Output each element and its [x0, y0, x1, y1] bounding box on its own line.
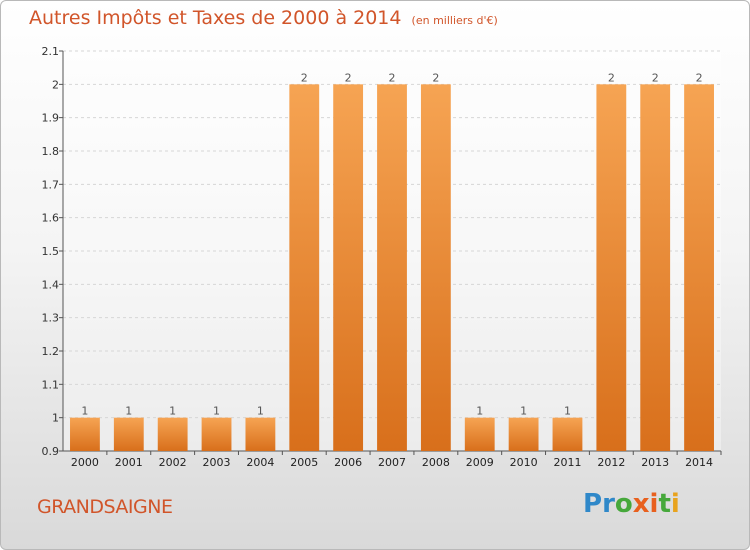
logo-letter: x — [632, 489, 650, 519]
y-tick-label: 1.1 — [42, 378, 60, 391]
y-tick-label: 1.3 — [42, 312, 60, 325]
y-tick-label: 1.8 — [42, 145, 60, 158]
bar — [684, 84, 714, 451]
x-tick-label: 2007 — [378, 456, 406, 469]
x-tick-label: 2009 — [466, 456, 494, 469]
bar-value-label: 2 — [652, 71, 659, 84]
logo-letter: t — [658, 489, 671, 519]
x-tick-label: 2002 — [159, 456, 187, 469]
y-tick-label: 1.2 — [42, 345, 60, 358]
bar — [201, 417, 232, 451]
y-tick-label: 1.6 — [42, 212, 60, 225]
y-tick-label: 1.4 — [42, 278, 60, 291]
commune-name: GRANDSAIGNE — [37, 496, 173, 518]
bar — [289, 84, 320, 451]
y-tick-label: 1 — [52, 412, 59, 425]
x-tick-label: 2010 — [510, 456, 538, 469]
bar-value-label: 2 — [432, 71, 439, 84]
bar-value-label: 2 — [345, 71, 352, 84]
bar — [420, 84, 451, 451]
logo-letter: i — [670, 489, 680, 519]
bar — [157, 417, 188, 451]
chart-title-text: Autres Impôts et Taxes de 2000 à 2014 — [29, 7, 402, 29]
y-tick-label: 1.5 — [42, 245, 60, 258]
bar-value-label: 1 — [169, 405, 176, 418]
bar-value-label: 1 — [476, 405, 483, 418]
bar — [596, 84, 627, 451]
bar-value-label: 2 — [389, 71, 396, 84]
bar — [70, 417, 100, 451]
y-tick-label: 2 — [52, 78, 59, 91]
x-tick-label: 2000 — [71, 456, 99, 469]
x-tick-label: 2004 — [246, 456, 274, 469]
logo-letter: r — [602, 489, 615, 519]
y-tick-label: 2.1 — [42, 45, 60, 58]
x-tick-label: 2006 — [334, 456, 362, 469]
bar — [508, 417, 539, 451]
y-tick-label: 0.9 — [42, 445, 60, 458]
bar-value-label: 2 — [696, 71, 703, 84]
bar — [245, 417, 276, 451]
bar-value-label: 1 — [213, 405, 220, 418]
x-tick-label: 2013 — [641, 456, 669, 469]
bar — [333, 84, 364, 451]
x-tick-label: 2008 — [422, 456, 450, 469]
bar-value-label: 1 — [257, 405, 264, 418]
chart-title: Autres Impôts et Taxes de 2000 à 2014 (e… — [29, 7, 498, 29]
bar-value-label: 2 — [608, 71, 615, 84]
x-tick-label: 2001 — [115, 456, 143, 469]
bar-value-label: 2 — [301, 71, 308, 84]
x-tick-label: 2014 — [685, 456, 713, 469]
y-tick-label: 1.7 — [42, 178, 60, 191]
bar — [640, 84, 671, 451]
bar-value-label: 1 — [125, 405, 132, 418]
logo-letter: i — [649, 489, 659, 519]
x-tick-label: 2005 — [290, 456, 318, 469]
bar-value-label: 1 — [564, 405, 571, 418]
logo-letter: P — [583, 489, 603, 519]
x-tick-label: 2011 — [553, 456, 581, 469]
bar — [552, 417, 583, 451]
logo-letter: o — [614, 489, 633, 519]
bar-value-label: 1 — [81, 405, 88, 418]
bar-value-label: 1 — [520, 405, 527, 418]
bar — [113, 417, 144, 451]
y-tick-label: 1.9 — [42, 112, 60, 125]
bar — [464, 417, 495, 451]
chart-subtitle: (en milliers d'€) — [411, 14, 498, 27]
bar — [377, 84, 407, 451]
x-tick-label: 2012 — [597, 456, 625, 469]
x-tick-label: 2003 — [203, 456, 231, 469]
proxiti-logo: Proxiti — [583, 489, 680, 519]
